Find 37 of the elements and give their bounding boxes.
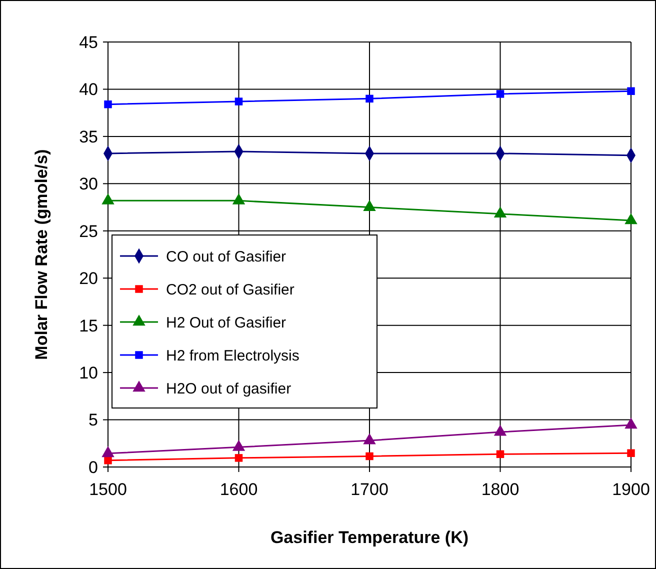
y-tick-label: 45 <box>79 32 98 52</box>
legend-label: CO2 out of Gasifier <box>166 281 294 298</box>
y-tick-label: 5 <box>88 410 98 430</box>
point <box>234 98 243 106</box>
point <box>232 440 246 451</box>
point <box>363 200 376 211</box>
x-tick-label: 1600 <box>220 480 258 499</box>
point <box>494 424 507 436</box>
y-tick-label: 25 <box>79 222 98 241</box>
point <box>366 94 374 103</box>
point <box>624 213 638 224</box>
legend-label: H2 Out of Gasifier <box>166 314 286 332</box>
point <box>232 193 246 204</box>
point <box>363 433 376 444</box>
point <box>102 193 114 204</box>
y-axis-title: Molar Flow Rate (gmole/s) <box>32 149 51 360</box>
point <box>102 446 114 458</box>
x-tick-label: 1500 <box>89 480 127 499</box>
point <box>104 100 112 108</box>
point <box>496 90 504 98</box>
x-tick-label: 1900 <box>612 480 650 499</box>
point <box>624 418 638 429</box>
y-tick-label: 40 <box>79 80 98 100</box>
x-axis-title: Gasifier Temperature (K) <box>270 528 469 547</box>
y-tick-label: 20 <box>79 269 98 288</box>
y-tick-label: 35 <box>79 127 98 146</box>
y-tick-label: 15 <box>79 316 98 336</box>
x-tick-label: 1800 <box>481 480 520 499</box>
legend-label: H2O out of gasifier <box>166 380 292 398</box>
legend-label: CO out of Gasifier <box>166 248 286 266</box>
point <box>494 206 507 218</box>
y-tick-label: 0 <box>88 458 98 477</box>
point <box>627 87 635 95</box>
y-tick-label: 30 <box>79 174 98 194</box>
legend-label: H2 from Electrolysis <box>166 347 300 364</box>
x-tick-label: 1700 <box>350 480 388 499</box>
y-tick-label: 10 <box>79 364 98 383</box>
